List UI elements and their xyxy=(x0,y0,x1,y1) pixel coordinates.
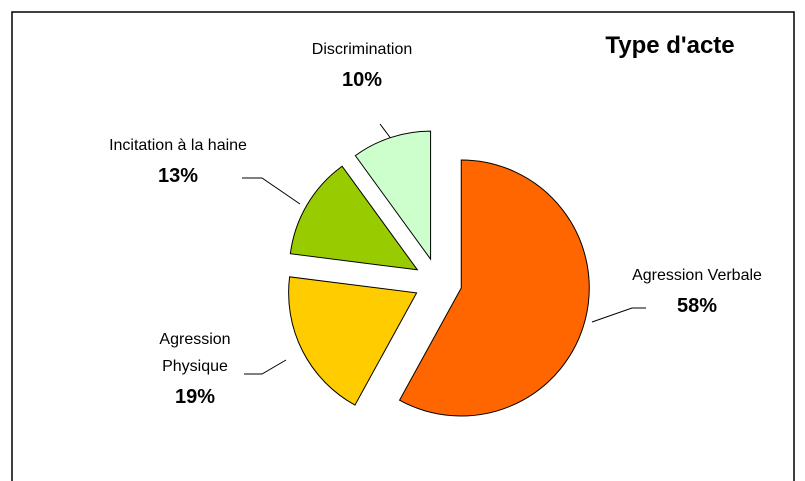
category-label: Agression Verbale xyxy=(632,267,762,284)
category-label: Incitation à la haine xyxy=(109,137,247,154)
leader-lines xyxy=(242,123,646,375)
value-label: 19% xyxy=(174,386,216,408)
leader-line xyxy=(242,177,301,205)
slice-label: Incitation à la haine 13% xyxy=(108,132,248,193)
category-label: Discrimination xyxy=(311,41,413,58)
leader-line xyxy=(591,307,646,323)
pie-slice xyxy=(288,276,418,406)
chart-title: Type d'acte xyxy=(605,32,735,59)
pie-slice xyxy=(398,159,590,417)
pie-slice xyxy=(354,130,432,261)
leader-line xyxy=(244,359,287,375)
category-label: Agression Physique xyxy=(159,331,231,375)
slice-label: Agression Physique 19% xyxy=(130,326,260,414)
value-label: 13% xyxy=(157,165,199,187)
pie-slice xyxy=(289,165,419,271)
chart-frame xyxy=(11,11,795,481)
slice-label: Agression Verbale 58% xyxy=(632,262,762,323)
value-label: 58% xyxy=(676,295,718,317)
slice-label: Discrimination 10% xyxy=(292,36,432,97)
value-label: 10% xyxy=(341,69,383,91)
